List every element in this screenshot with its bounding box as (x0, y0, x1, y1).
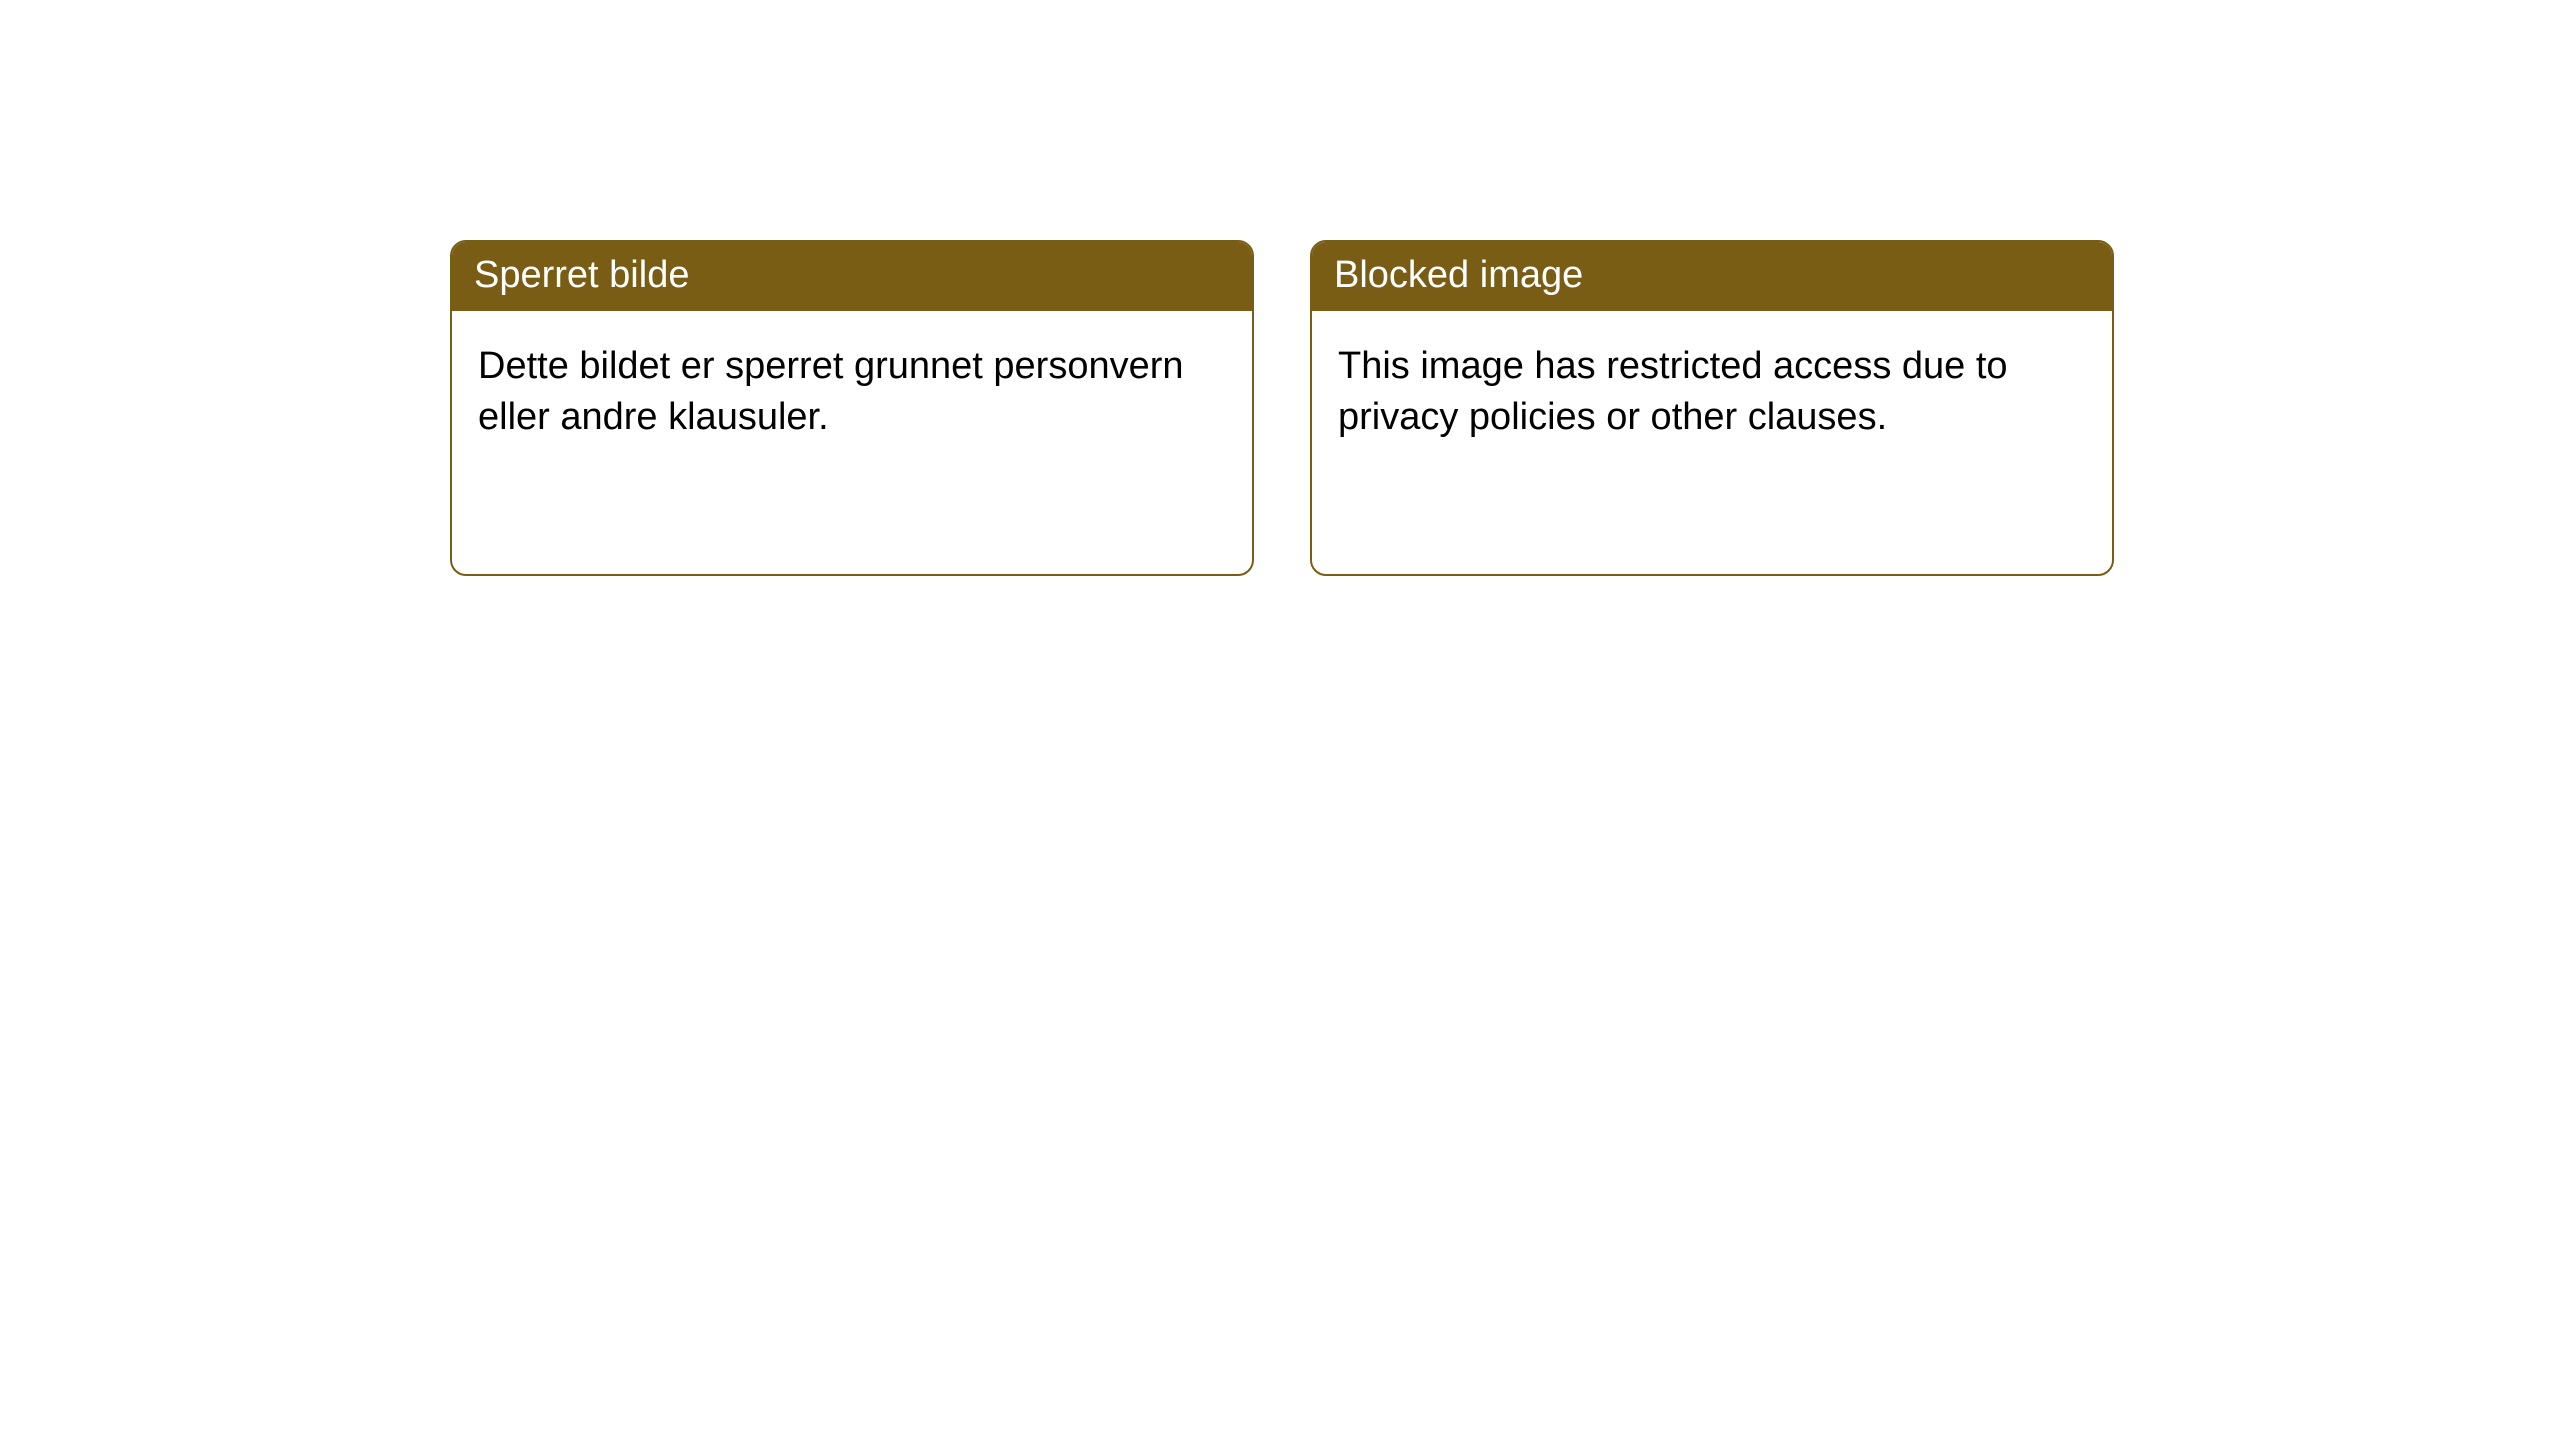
card-body: This image has restricted access due to … (1312, 311, 2112, 474)
card-body-text: Dette bildet er sperret grunnet personve… (478, 345, 1184, 438)
card-title: Sperret bilde (474, 254, 689, 296)
card-body: Dette bildet er sperret grunnet personve… (452, 311, 1252, 474)
blocked-image-card-english: Blocked image This image has restricted … (1310, 240, 2114, 576)
blocked-image-card-norwegian: Sperret bilde Dette bildet er sperret gr… (450, 240, 1254, 576)
card-title: Blocked image (1334, 254, 1583, 296)
card-header: Blocked image (1312, 242, 2112, 311)
card-header: Sperret bilde (452, 242, 1252, 311)
card-body-text: This image has restricted access due to … (1338, 345, 2008, 438)
blocked-image-notices: Sperret bilde Dette bildet er sperret gr… (450, 240, 2114, 576)
